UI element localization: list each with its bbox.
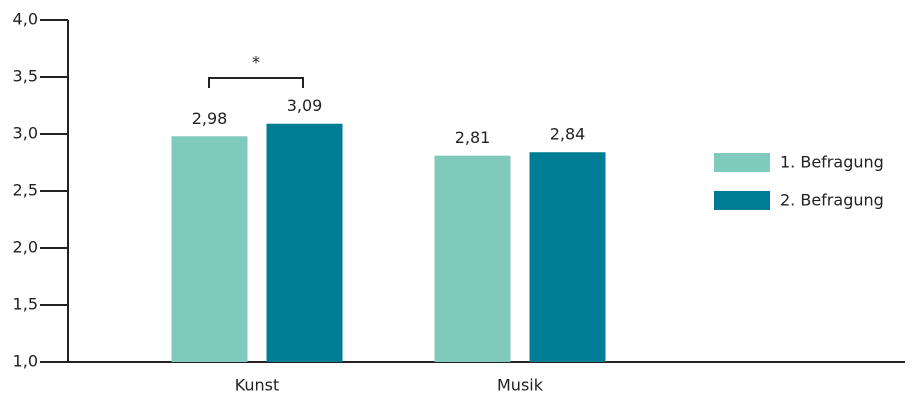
bar bbox=[434, 155, 511, 362]
x-tick-label: Musik bbox=[497, 376, 544, 395]
significance-bracket bbox=[208, 77, 304, 88]
y-tick-label: 3,5 bbox=[13, 67, 38, 86]
value-label: 2,98 bbox=[192, 109, 228, 128]
bar bbox=[529, 152, 606, 362]
significance-marker: * bbox=[252, 53, 260, 72]
y-tick-label: 4,0 bbox=[13, 10, 38, 29]
y-tick-label: 2,5 bbox=[13, 181, 38, 200]
value-label: 2,84 bbox=[550, 125, 586, 144]
value-label: 2,81 bbox=[455, 128, 491, 147]
bar bbox=[171, 136, 248, 362]
legend-label: 2. Befragung bbox=[780, 191, 884, 210]
legend-label: 1. Befragung bbox=[780, 153, 884, 172]
x-tick-label: Kunst bbox=[235, 376, 280, 395]
legend-swatch bbox=[714, 153, 770, 172]
y-tick-label: 1,5 bbox=[13, 295, 38, 314]
y-tick-label: 1,0 bbox=[13, 352, 38, 371]
y-tick-label: 3,0 bbox=[13, 124, 38, 143]
bar bbox=[266, 123, 343, 363]
value-label: 3,09 bbox=[287, 96, 323, 115]
legend-swatch bbox=[714, 191, 770, 210]
y-tick-label: 2,0 bbox=[13, 238, 38, 257]
